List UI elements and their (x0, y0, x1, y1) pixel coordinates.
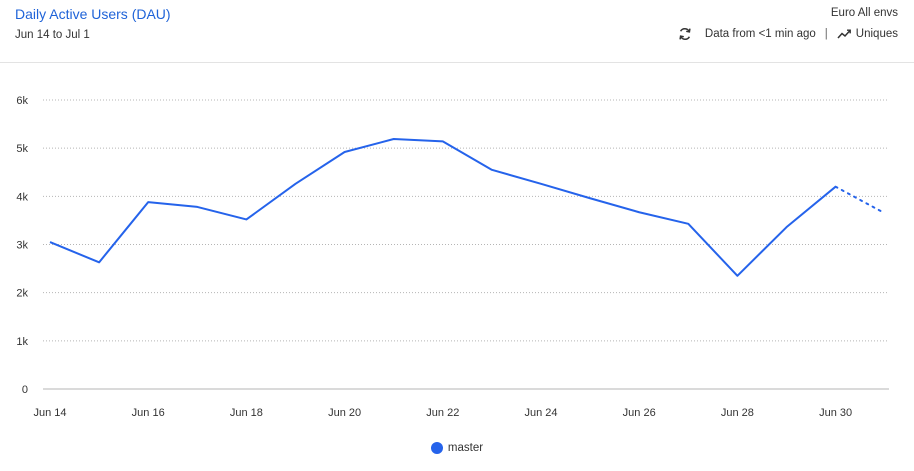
chart-header: Daily Active Users (DAU) Jun 14 to Jul 1… (0, 0, 914, 63)
y-tick-label: 0 (22, 384, 28, 396)
x-tick-label: Jun 24 (524, 407, 557, 419)
series-line-master (49, 138, 837, 277)
data-point (343, 150, 347, 154)
x-tick-label: Jun 28 (721, 407, 754, 419)
data-point (883, 211, 887, 215)
data-point (686, 222, 690, 226)
separator: | (824, 28, 828, 40)
series-line-partial (834, 185, 886, 215)
data-point (195, 205, 199, 209)
data-point (48, 240, 52, 244)
y-tick-label: 3k (16, 240, 28, 252)
data-point (539, 182, 543, 186)
x-tick-label: Jun 26 (623, 407, 656, 419)
data-point (735, 274, 739, 278)
y-tick-label: 4k (16, 191, 28, 203)
legend-label: master (447, 442, 484, 454)
legend-item-master[interactable]: master (430, 442, 484, 454)
x-tick-label: Jun 16 (132, 407, 165, 419)
data-point (97, 260, 101, 264)
uniques-label: Uniques (855, 28, 898, 40)
chart-legend: master (0, 442, 914, 454)
line-chart: 0 1k 2k 3k 4k 5k 6k Jun 14 Jun 16 Jun 18 Jun 20 Jun… (16, 95, 889, 419)
trend-line-icon (837, 27, 851, 41)
x-tick-label: Jun 30 (819, 407, 852, 419)
y-tick-label: 1k (16, 336, 28, 348)
x-tick-label: Jun 22 (426, 407, 459, 419)
data-point (588, 196, 592, 200)
data-point (490, 168, 494, 172)
data-point (146, 200, 150, 204)
data-point (834, 185, 838, 189)
data-point (637, 210, 641, 214)
data-point (392, 137, 396, 141)
x-tick-label: Jun 20 (328, 407, 361, 419)
uniques-toggle[interactable]: Uniques (837, 27, 898, 41)
legend-dot (430, 442, 443, 454)
y-tick-label: 2k (16, 288, 28, 300)
y-tick-label: 5k (16, 143, 28, 155)
meta-row: Data from <1 min ago | Uniques (678, 27, 898, 41)
date-range: Jun 14 to Jul 1 (15, 29, 90, 41)
x-tick-label: Jun 18 (230, 407, 263, 419)
data-point (244, 217, 248, 221)
data-point (441, 139, 445, 143)
x-tick-label: Jun 14 (33, 407, 66, 419)
environment-label: Euro All envs (830, 7, 898, 19)
refresh-icon[interactable] (678, 27, 692, 41)
y-tick-label: 6k (16, 95, 28, 107)
data-point (294, 182, 298, 186)
data-freshness: Data from <1 min ago (704, 28, 816, 40)
chart-title[interactable]: Daily Active Users (DAU) (15, 6, 171, 22)
data-point (785, 225, 789, 229)
